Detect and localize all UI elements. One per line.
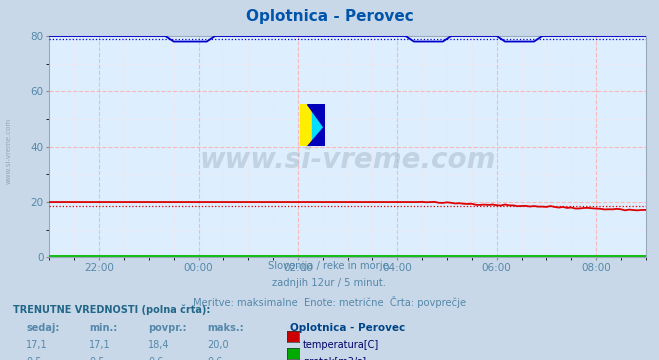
Bar [312, 104, 325, 146]
Text: TRENUTNE VREDNOSTI (polna črta):: TRENUTNE VREDNOSTI (polna črta): [13, 304, 211, 315]
Text: 0,6: 0,6 [148, 357, 163, 360]
Text: Oplotnica - Perovec: Oplotnica - Perovec [246, 9, 413, 24]
Text: pretok[m3/s]: pretok[m3/s] [303, 357, 366, 360]
Text: min.:: min.: [89, 323, 117, 333]
Text: 0,6: 0,6 [208, 357, 223, 360]
Text: temperatura[C]: temperatura[C] [303, 340, 380, 350]
Polygon shape [307, 104, 325, 129]
Text: 0,5: 0,5 [89, 357, 105, 360]
Text: povpr.:: povpr.: [148, 323, 186, 333]
Text: Oplotnica - Perovec: Oplotnica - Perovec [290, 323, 405, 333]
Text: 18,4: 18,4 [148, 340, 170, 350]
Polygon shape [307, 125, 325, 146]
Text: maks.:: maks.: [208, 323, 244, 333]
Text: Slovenija / reke in morje.: Slovenija / reke in morje. [268, 261, 391, 271]
Text: 17,1: 17,1 [26, 340, 48, 350]
Text: www.si-vreme.com: www.si-vreme.com [5, 118, 11, 184]
Text: 17,1: 17,1 [89, 340, 111, 350]
Text: www.si-vreme.com: www.si-vreme.com [200, 146, 496, 174]
Text: sedaj:: sedaj: [26, 323, 60, 333]
Bar [300, 104, 312, 146]
Text: 0,5: 0,5 [26, 357, 42, 360]
Text: 20,0: 20,0 [208, 340, 229, 350]
Text: zadnjih 12ur / 5 minut.: zadnjih 12ur / 5 minut. [273, 278, 386, 288]
Text: Meritve: maksimalne  Enote: metrične  Črta: povprečje: Meritve: maksimalne Enote: metrične Črta… [193, 296, 466, 307]
